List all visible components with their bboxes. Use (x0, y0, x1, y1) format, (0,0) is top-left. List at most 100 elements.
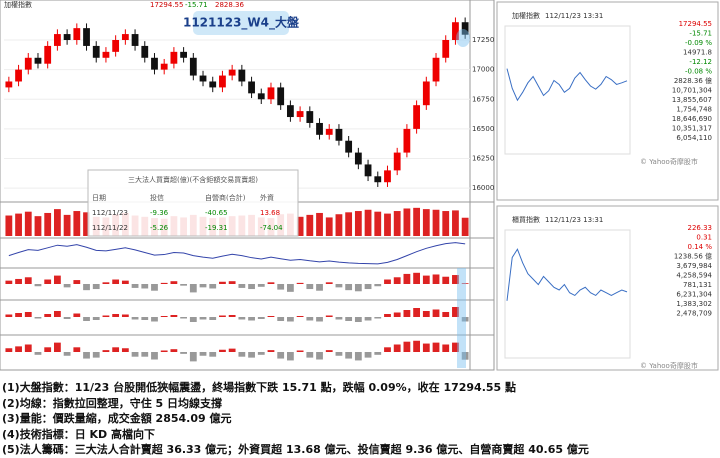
dealer-bar (442, 344, 450, 352)
otc-panel (496, 205, 719, 371)
dealer-bar (413, 340, 421, 352)
foreign-bar (286, 284, 294, 292)
foreign-bar (452, 275, 459, 284)
table-cell: 112/11/22 (92, 224, 128, 232)
foreign-bar (141, 284, 149, 289)
volume-bar (374, 211, 382, 236)
dealer-bar (5, 348, 13, 352)
dealer-bar (306, 352, 314, 358)
foreign-bar (257, 284, 265, 287)
candle-body (267, 87, 275, 100)
candle-body (131, 34, 139, 46)
candle-body (422, 81, 430, 106)
y-tick-label: 17000 (472, 66, 494, 74)
volume-bar (63, 214, 71, 236)
candle-body (228, 69, 236, 76)
trust-bar (102, 315, 110, 317)
foreign-bar (345, 284, 353, 291)
candle-body (189, 57, 197, 76)
stat: -15.71 (689, 30, 712, 38)
trust-bar (325, 315, 333, 317)
foreign-bar (5, 280, 13, 284)
candle-body (141, 45, 149, 58)
dealer-bar (238, 352, 246, 357)
foreign-bar (267, 282, 275, 284)
trust-bar (248, 317, 255, 321)
foreign-bar (131, 284, 139, 288)
table-box (87, 169, 299, 237)
trust-bar (354, 317, 362, 322)
twse-panel (496, 1, 719, 201)
volume-bar (354, 211, 362, 236)
stat: 13,855,607 (672, 96, 712, 104)
candle-body (199, 75, 207, 82)
foreign-bar (413, 272, 421, 284)
candle-body (442, 40, 450, 58)
dealer-bar (209, 352, 217, 357)
stat: 1,383,302 (676, 300, 712, 308)
candle-body (112, 40, 120, 52)
dealer-bar (131, 352, 139, 357)
dealer-bar (364, 352, 372, 358)
intraday-line (506, 248, 628, 301)
table-cell: -19.31 (205, 224, 228, 232)
intraday-line (506, 68, 628, 102)
dealer-bar (248, 352, 255, 358)
change: -15.71 (185, 1, 208, 9)
foreign-bar (73, 280, 81, 284)
volume-bar (316, 212, 323, 236)
stat: -12.12 (689, 58, 712, 66)
intraday-frame (504, 25, 631, 155)
candle-body (53, 34, 61, 46)
table-header: 自營商(合計) (205, 193, 246, 202)
volume-bar (345, 212, 353, 236)
note: (5)法人籌碼：三大法人合計賣超 36.33 億元；外資買超 13.68 億元、… (2, 443, 589, 456)
stat: 14971.8 (683, 49, 712, 57)
trust-bar (277, 317, 285, 321)
trust-bar (160, 316, 168, 317)
volume-bar (335, 214, 343, 236)
volume-bar (393, 211, 401, 236)
amount: 2828.36 (215, 1, 244, 9)
stat: 3,679,984 (676, 262, 712, 270)
candle-body (24, 57, 32, 70)
dealer-bar (102, 350, 110, 352)
foreign-bar (44, 279, 52, 284)
foreign-bar (296, 282, 304, 284)
note: (3)量能：價跌量縮，成交金額 2854.09 億元 (2, 412, 232, 425)
volume-bar (34, 216, 42, 236)
volume-bar (5, 215, 13, 236)
trust-bar (141, 317, 149, 320)
trust-bar (413, 308, 421, 317)
stat: 6,054,110 (676, 134, 712, 142)
dealer-bar (325, 350, 333, 352)
volume-bar (53, 209, 61, 236)
notes: (1)大盤指數：11/23 台股開低狹幅震盪，終場指數下跌 15.71 點，跌幅… (2, 380, 589, 458)
candle-body (151, 57, 158, 70)
trust-bar (151, 317, 158, 322)
foreign-bar (238, 284, 246, 288)
dealer-bar (393, 344, 401, 352)
trust-bar (432, 309, 440, 317)
dealer-bar (92, 352, 100, 358)
dealer-bar (452, 342, 459, 352)
foreign-bar (63, 284, 71, 288)
y-tick-label: 16000 (472, 184, 494, 192)
foreign-bar (151, 284, 158, 291)
last: 17294.55 (150, 1, 183, 9)
y-tick-label: 16500 (472, 125, 494, 133)
dealer-bar (141, 352, 149, 357)
table-header: 外資 (260, 193, 274, 202)
foreign-bar (189, 284, 197, 293)
twse-title: 加權指數 (512, 11, 540, 20)
stat: 781,131 (683, 281, 712, 289)
candle-body (452, 22, 459, 40)
stat: 17294.55 (679, 20, 712, 28)
dealer-bar (374, 352, 382, 355)
trust-bar (73, 313, 81, 317)
dealer-bar (73, 347, 81, 352)
candle-body (364, 164, 372, 177)
candle-body (44, 45, 52, 64)
dealer-bar (189, 352, 197, 362)
trust-bar (63, 317, 71, 319)
